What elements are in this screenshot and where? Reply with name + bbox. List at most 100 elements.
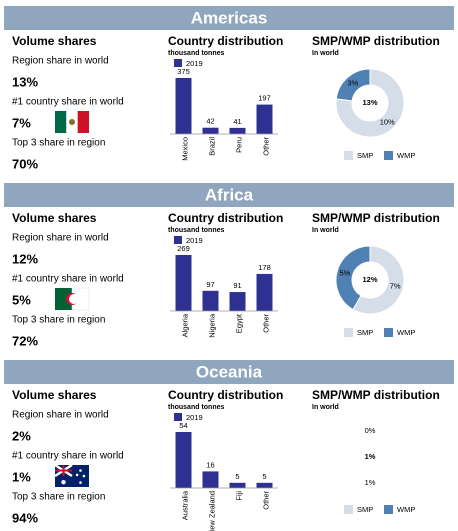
donut-segment — [352, 245, 405, 315]
data-label: 91 — [233, 281, 241, 290]
volume-title: Volume shares — [12, 34, 97, 48]
bar — [229, 482, 246, 488]
legend-label: WMP — [397, 151, 415, 160]
flag-part — [55, 288, 72, 310]
chart-subtitle: thousand tonnes — [168, 50, 224, 57]
bar — [175, 432, 192, 488]
share-label: Top 3 share in region — [12, 138, 105, 149]
data-label: 41 — [233, 117, 241, 126]
chart-subtitle: thousand tonnes — [168, 227, 224, 234]
center-label: 12% — [362, 275, 377, 284]
flag-star — [79, 481, 82, 484]
center-label: 1% — [365, 452, 376, 461]
chart-title: Country distribution — [168, 388, 283, 402]
chart-title: SMP/WMP distribution — [312, 34, 440, 48]
chart-subtitle: In world — [312, 50, 339, 57]
bar — [202, 290, 219, 311]
data-label: 97 — [206, 280, 214, 289]
flag-part — [55, 465, 72, 476]
data-label: 375 — [177, 67, 190, 76]
chart-subtitle: In world — [312, 404, 339, 411]
volume-title: Volume shares — [12, 211, 97, 225]
data-label: 42 — [206, 117, 214, 126]
flag-part — [69, 119, 75, 125]
flag-part — [55, 111, 67, 133]
bar — [175, 78, 192, 134]
share-value: 7% — [12, 115, 31, 130]
share-value: 2% — [12, 428, 31, 443]
category-label: Other — [261, 137, 270, 156]
volume-title: Volume shares — [12, 388, 97, 402]
legend-swatch — [384, 151, 393, 160]
flag-part — [77, 111, 89, 133]
flag-part — [69, 294, 79, 304]
data-label: 16 — [206, 460, 214, 469]
bar — [256, 482, 273, 488]
legend-swatch — [384, 328, 393, 337]
bar — [256, 104, 273, 134]
flag-star — [75, 473, 79, 477]
share-value: 72% — [12, 333, 38, 348]
share-label: Top 3 share in region — [12, 492, 105, 503]
legend-label: SMP — [357, 505, 373, 514]
share-label: Region share in world — [12, 56, 109, 67]
category-label: Mexico — [180, 137, 189, 161]
category-label: Other — [261, 491, 270, 510]
legend-label: 2019 — [186, 413, 203, 422]
legend-swatch — [384, 505, 393, 514]
chart-subtitle: thousand tonnes — [168, 404, 224, 411]
share-label: Top 3 share in region — [12, 315, 105, 326]
region-title: Americas — [191, 8, 268, 27]
data-label: 1% — [365, 478, 376, 487]
region-header — [4, 6, 454, 30]
category-label: Other — [261, 314, 270, 333]
region-panel: Africa Volume shares Region share in world… — [4, 183, 454, 348]
chart-title: SMP/WMP distribution — [312, 388, 440, 402]
share-label: #1 country share in world — [12, 97, 124, 108]
share-value: 94% — [12, 510, 38, 525]
data-label: 178 — [258, 263, 271, 272]
data-label: 54 — [179, 421, 187, 430]
data-label: 269 — [177, 244, 190, 253]
region-title: Africa — [205, 185, 254, 204]
data-label: 0% — [365, 426, 376, 435]
center-label: 13% — [362, 98, 377, 107]
legend-label: WMP — [397, 328, 415, 337]
share-value: 12% — [12, 251, 38, 266]
share-value: 5% — [12, 292, 31, 307]
legend-swatch — [174, 59, 182, 67]
share-label: Region share in world — [12, 410, 109, 421]
share-label: #1 country share in world — [12, 451, 124, 462]
legend-label: 2019 — [186, 236, 203, 245]
category-label: Algeria — [180, 313, 189, 337]
bar — [202, 471, 219, 488]
bar — [229, 127, 246, 134]
legend-swatch — [344, 328, 353, 337]
flag-star — [61, 479, 66, 485]
region-header — [4, 360, 454, 384]
legend-swatch — [344, 151, 353, 160]
data-label: 5 — [262, 472, 266, 481]
data-label: 3% — [347, 79, 358, 88]
category-label: Nigeria — [207, 313, 216, 338]
bar — [229, 292, 246, 311]
bar — [256, 273, 273, 311]
share-value: 1% — [12, 469, 31, 484]
category-label: Egypt — [234, 313, 243, 333]
region-header — [4, 183, 454, 207]
chart-title: Country distribution — [168, 34, 283, 48]
share-label: #1 country share in world — [12, 274, 124, 285]
donut-segment — [335, 245, 371, 311]
flag-star — [79, 469, 82, 472]
share-label: Region share in world — [12, 233, 109, 244]
bar — [175, 255, 192, 311]
chart-subtitle: In world — [312, 227, 339, 234]
bar — [202, 127, 219, 134]
legend-label: 2019 — [186, 59, 203, 68]
chart-title: SMP/WMP distribution — [312, 211, 440, 225]
donut-segment — [335, 68, 371, 102]
share-value: 13% — [12, 74, 38, 89]
data-label: 197 — [258, 94, 271, 103]
legend-label: SMP — [357, 151, 373, 160]
